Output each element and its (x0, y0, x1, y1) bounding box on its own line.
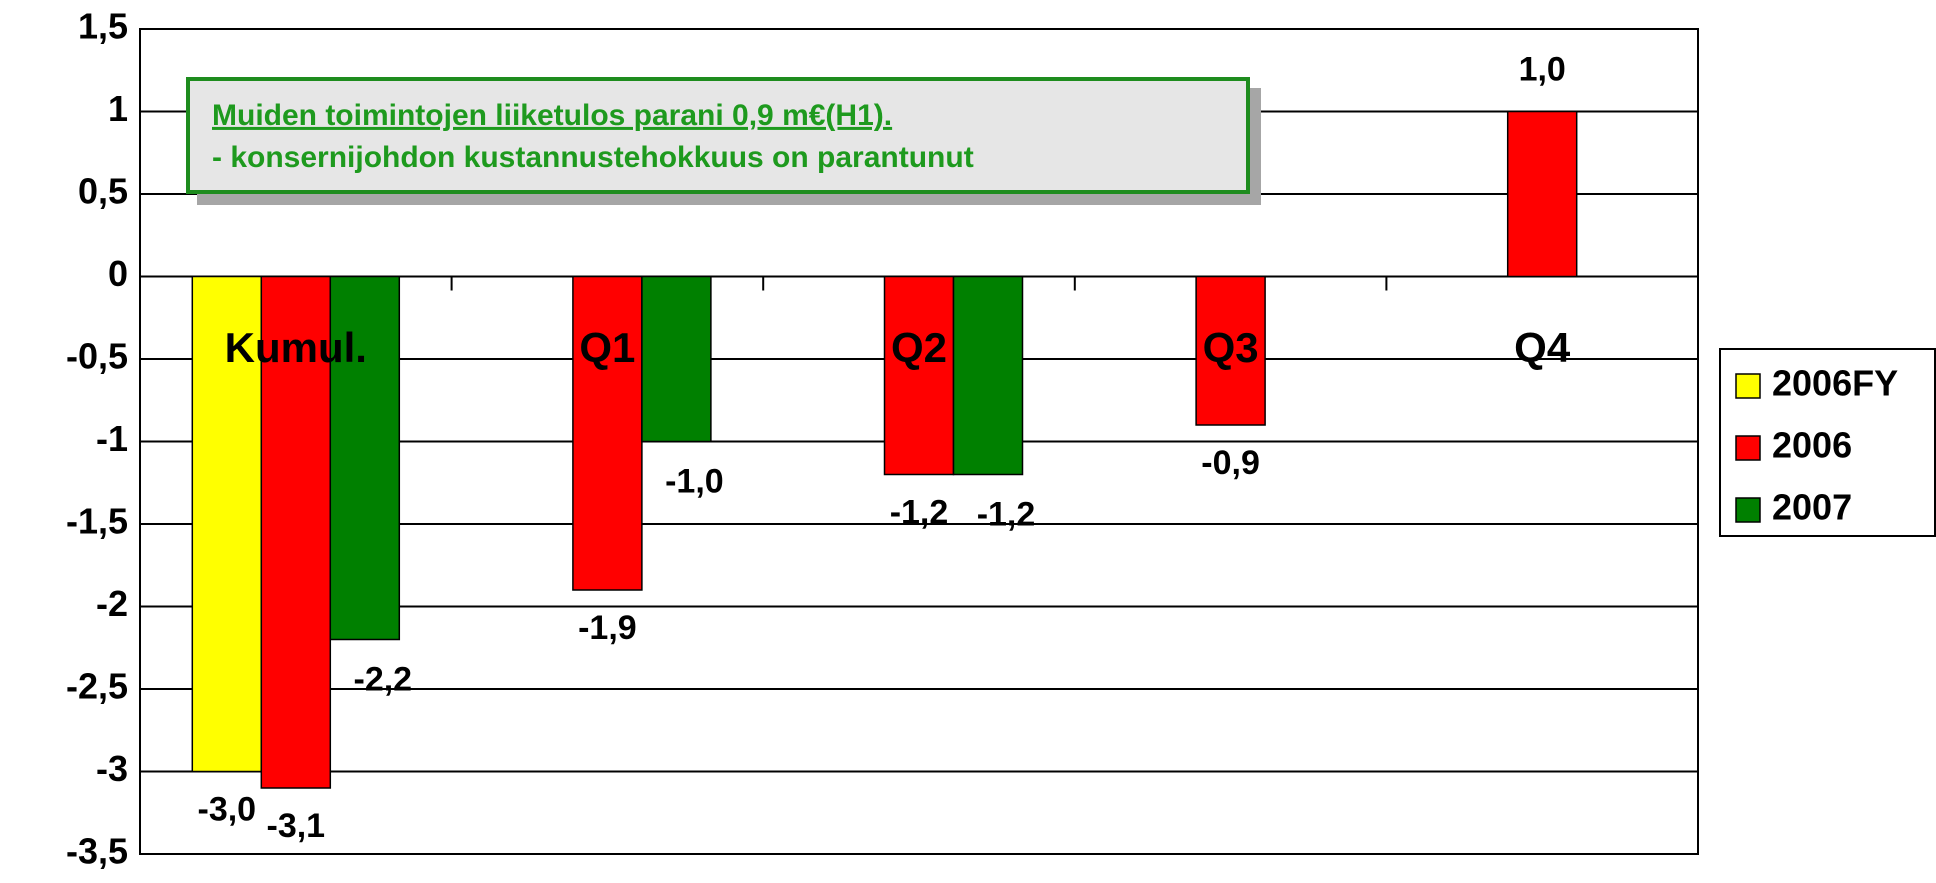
value-label: -1,0 (665, 462, 724, 500)
annotation-text: Muiden toimintojen liiketulos parani 0,9… (212, 99, 892, 132)
annotation-box (186, 77, 1250, 194)
y-tick-label: -1 (96, 418, 128, 459)
value-label: -0,9 (1201, 444, 1260, 482)
category-label: Q4 (1514, 324, 1571, 371)
category-label: Q2 (891, 324, 947, 371)
legend-label: 2006FY (1772, 363, 1898, 404)
bar (260, 275, 332, 789)
y-tick-label: 0,5 (78, 171, 128, 212)
y-tick-label: -0,5 (66, 336, 128, 377)
y-tick-label: 0 (108, 253, 128, 294)
category-label: Q3 (1203, 324, 1259, 371)
value-label: 1,0 (1519, 50, 1566, 88)
legend-label: 2006 (1772, 425, 1852, 466)
y-tick-label: -2 (96, 583, 128, 624)
legend-swatch (1735, 435, 1761, 461)
bar (883, 275, 955, 476)
y-tick-label: 1 (108, 88, 128, 129)
bar (1506, 110, 1578, 278)
value-label: -1,2 (890, 493, 949, 531)
y-tick-label: -1,5 (66, 501, 128, 542)
y-tick-label: -2,5 (66, 666, 128, 707)
category-label: Q1 (579, 324, 635, 371)
value-label: -1,9 (578, 609, 637, 647)
legend-swatch (1735, 497, 1761, 523)
legend-swatch (1735, 373, 1761, 399)
y-tick-label: 1,5 (78, 6, 128, 47)
value-label: -3,0 (198, 790, 257, 828)
annotation-text: - konsernijohdon kustannustehokkuus on p… (212, 141, 974, 174)
bar (641, 275, 712, 443)
value-label: -3,1 (267, 807, 326, 845)
bar (952, 275, 1024, 476)
category-label: Kumul. (225, 324, 367, 371)
y-tick-label: -3 (96, 748, 128, 789)
bar (191, 275, 263, 773)
y-tick-label: -3,5 (66, 831, 128, 872)
value-label: -2,2 (354, 660, 413, 698)
value-label: -1,2 (977, 495, 1036, 533)
bar (1195, 275, 1266, 426)
legend-label: 2007 (1772, 487, 1852, 528)
bar (329, 275, 401, 641)
